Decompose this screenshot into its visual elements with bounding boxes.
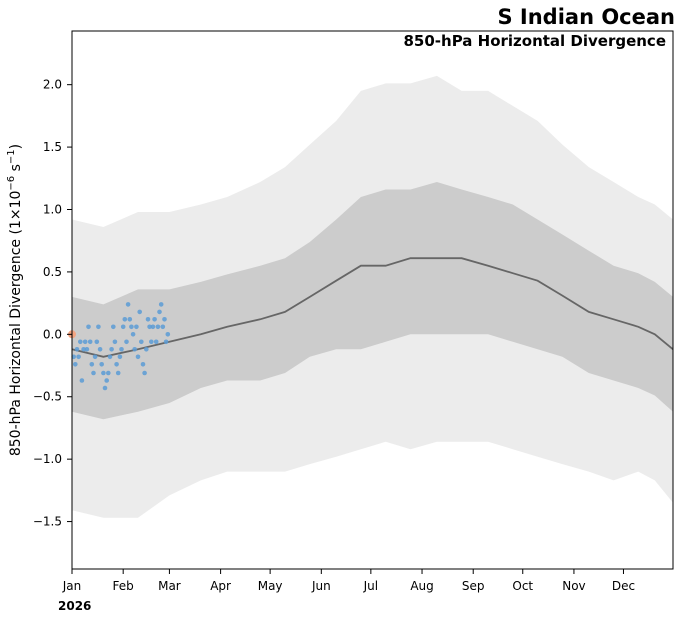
observation-point (117, 354, 123, 360)
year-label: 2026 (58, 599, 91, 613)
observation-point (112, 339, 118, 345)
observation-point (76, 354, 81, 360)
y-tick-label: 2.0 (43, 78, 62, 92)
x-tick-label: Sep (462, 579, 485, 593)
observation-point (162, 317, 167, 322)
observation-point (78, 339, 83, 345)
observation-point (81, 347, 86, 352)
observation-point (97, 347, 103, 352)
observation-point (74, 347, 80, 352)
y-label-main: 850-hPa Horizontal Divergence (1×10 (8, 191, 24, 457)
observation-point (145, 317, 151, 322)
y-tick-label: 0.5 (43, 265, 62, 279)
observation-point (160, 324, 166, 330)
observation-point (119, 347, 124, 352)
observation-point (158, 302, 164, 307)
observation-point (139, 339, 144, 345)
observation-point (111, 324, 116, 330)
observation-point (73, 362, 78, 367)
y-label-mid: s (8, 164, 24, 176)
observation-point (152, 317, 157, 322)
observation-point (120, 324, 126, 330)
observation-point (94, 339, 100, 345)
x-tick-label: Nov (562, 579, 585, 593)
y-axis-label: 850-hPa Horizontal Divergence (1×10−6 s−… (6, 144, 24, 456)
observation-point (140, 362, 146, 367)
x-tick-label: Oct (512, 579, 533, 593)
observation-point (71, 354, 76, 360)
observation-point (155, 324, 161, 330)
observation-point (101, 370, 106, 376)
observation-point (92, 354, 98, 360)
observation-point (132, 347, 137, 352)
observation-point (82, 339, 88, 345)
observation-point (122, 317, 128, 322)
observation-point (91, 370, 96, 376)
y-tick-label: −0.5 (33, 390, 62, 404)
chart-subtitle: 850-hPa Horizontal Divergence (403, 32, 666, 50)
observation-point (125, 302, 131, 307)
observation-point (157, 309, 162, 315)
observation-point (86, 324, 91, 330)
observation-point (115, 370, 121, 376)
observation-point (124, 339, 129, 345)
x-tick-label: Mar (158, 579, 181, 593)
observation-point (96, 324, 101, 330)
y-label-end: ) (8, 144, 24, 149)
y-tick-label: 0.0 (43, 327, 62, 341)
observation-point (135, 354, 141, 360)
y-tick-label: −1.5 (33, 515, 62, 529)
observation-point (153, 339, 159, 345)
observation-point (102, 385, 108, 391)
y-label-exp1: −6 (6, 176, 17, 191)
plot-frame (71, 30, 674, 570)
y-axis-ticks: −1.5 −1.0 −0.5 0.0 0.5 1.0 1.5 2.0 (33, 78, 72, 529)
x-tick-label: May (258, 579, 283, 593)
y-tick-label: 1.0 (43, 203, 62, 217)
x-tick-label: Jun (311, 579, 331, 593)
y-tick-label: 1.5 (43, 140, 62, 154)
observation-point (129, 324, 134, 330)
observation-point (99, 362, 104, 367)
x-axis-ticks: Jan Feb Mar Apr May Jun Jul Aug Sep Oct Nov Dec (62, 569, 635, 593)
x-tick-label: Jul (363, 579, 378, 593)
observation-point (142, 370, 147, 376)
observation-point (109, 347, 114, 352)
observation-point (165, 332, 171, 337)
x-tick-label: Apr (210, 579, 231, 593)
observation-point (104, 378, 109, 383)
observation-point (150, 324, 156, 330)
y-label-exp2: −1 (6, 149, 17, 164)
observation-point (127, 317, 133, 322)
observation-point (137, 309, 142, 315)
y-tick-label: −1.0 (33, 452, 62, 466)
x-tick-label: Feb (113, 579, 134, 593)
observation-point (84, 347, 90, 352)
observation-point (114, 362, 119, 367)
inner-band (72, 182, 673, 420)
x-tick-label: Jan (62, 579, 82, 593)
observation-point (106, 370, 111, 376)
chart-title: S Indian Ocean (497, 5, 675, 29)
observation-point (89, 362, 95, 367)
observation-point (130, 332, 136, 337)
observation-point (147, 324, 152, 330)
x-tick-label: Aug (410, 579, 433, 593)
observation-point (149, 339, 154, 345)
observation-point (79, 378, 85, 383)
plot-area (68, 75, 674, 518)
mean-line (71, 257, 674, 358)
observation-points (69, 302, 171, 391)
observation-point (144, 347, 149, 352)
observation-point (134, 324, 139, 330)
x-tick-label: Dec (612, 579, 635, 593)
observation-point (87, 339, 93, 345)
observation-point (107, 354, 113, 360)
observation-point (163, 339, 169, 345)
